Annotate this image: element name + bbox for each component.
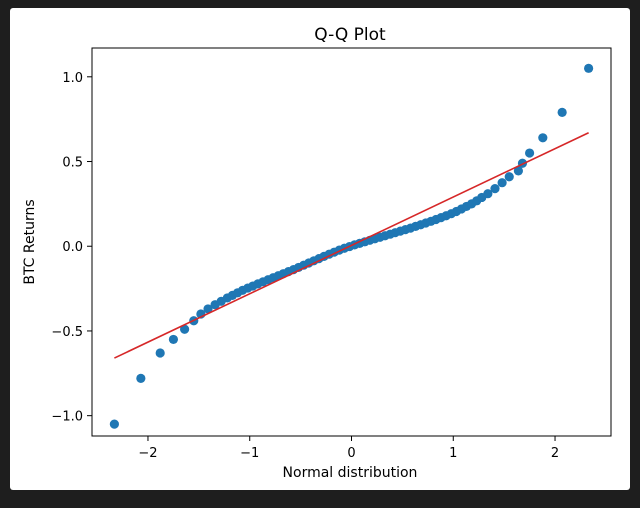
data-point (584, 63, 594, 73)
x-tick-label: 0 (347, 446, 355, 461)
data-point (180, 324, 190, 334)
x-tick-label: 1 (449, 446, 457, 461)
x-axis-ticks: −2 −1 0 1 2 (138, 436, 559, 461)
y-tick-label: 0.5 (62, 156, 83, 171)
data-point (136, 373, 146, 383)
data-point (168, 334, 179, 345)
data-point (524, 148, 535, 158)
chart-title: Q-Q Plot (314, 25, 386, 45)
data-point (557, 107, 567, 117)
data-point (109, 419, 119, 429)
y-axis-label: BTC Returns (22, 199, 38, 284)
data-point (504, 172, 514, 182)
reference-line (114, 131, 589, 359)
y-tick-label: −0.5 (51, 325, 83, 340)
data-point (497, 178, 507, 188)
data-point (155, 348, 165, 358)
data-point (513, 166, 523, 176)
x-axis-label: Normal distribution (283, 465, 418, 481)
x-tick-label: −1 (240, 446, 259, 461)
y-tick-label: −1.0 (51, 410, 83, 425)
data-point (490, 184, 500, 194)
data-point (483, 189, 493, 199)
data-points (109, 63, 594, 429)
x-tick-label: −2 (138, 446, 157, 461)
plot-area (91, 47, 612, 437)
x-tick-label: 2 (551, 446, 559, 461)
data-point (203, 304, 213, 314)
y-tick-label: 0.0 (62, 240, 83, 255)
y-tick-label: 1.0 (62, 71, 83, 86)
data-point (538, 133, 548, 143)
y-axis-ticks: −1.0 −0.5 0.0 0.5 1.0 (51, 71, 92, 425)
